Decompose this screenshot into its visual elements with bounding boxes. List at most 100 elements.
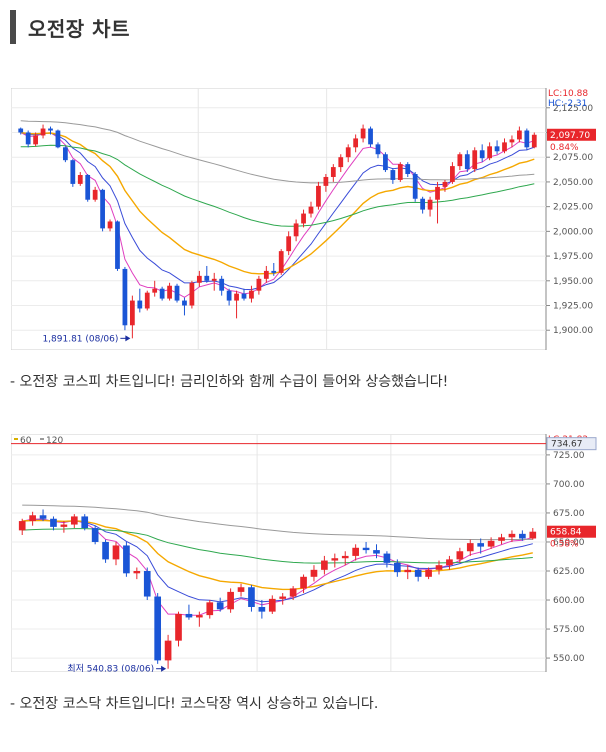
candle-body bbox=[390, 170, 396, 180]
ma-10-line bbox=[20, 132, 535, 291]
y-tick-label: 1,950.00 bbox=[553, 277, 593, 287]
candle-body bbox=[263, 270, 269, 279]
candle-body bbox=[279, 596, 287, 599]
candle-body bbox=[442, 181, 448, 187]
legend-label: 60 bbox=[20, 436, 32, 446]
candle-body bbox=[450, 166, 455, 182]
candle-body bbox=[77, 175, 83, 184]
section-header: 오전장 차트 bbox=[10, 10, 130, 44]
y-tick-label: 2,125.00 bbox=[553, 104, 593, 114]
candle-body bbox=[204, 275, 210, 281]
candle-body bbox=[144, 292, 150, 309]
candle-body bbox=[48, 128, 53, 131]
candle-body bbox=[509, 139, 515, 143]
candle-body bbox=[102, 541, 109, 560]
candle-body bbox=[308, 206, 314, 214]
kosdaq-caption: - 오전장 코스닥 차트입니다! 코스닥장 역시 상승하고 있습니다. bbox=[10, 696, 379, 712]
candle-body bbox=[29, 515, 36, 522]
top-scale-label: HC:-2.31 bbox=[548, 99, 587, 109]
ma-120-line bbox=[22, 504, 533, 541]
kospi-chart: 2,125.002,100.002,075.002,050.002,025.00… bbox=[10, 87, 599, 354]
y-tick-label: 2,025.00 bbox=[553, 203, 593, 213]
y-tick-label: 2,075.00 bbox=[553, 153, 593, 163]
candle-body bbox=[338, 157, 344, 168]
candle-body bbox=[107, 221, 113, 229]
candle-body bbox=[237, 587, 245, 592]
candle-body bbox=[249, 290, 254, 299]
ma-120-line bbox=[20, 120, 535, 184]
kosdaq-chart-svg: 725.00 700.00 675.00 650.00 625.00 600.00 575.… bbox=[10, 433, 599, 675]
candle-body bbox=[529, 531, 537, 539]
candle-body bbox=[331, 558, 339, 561]
candle-body bbox=[123, 545, 130, 574]
reference-value-label: 734.67 bbox=[551, 440, 583, 450]
candle-body bbox=[368, 128, 373, 145]
candle-body bbox=[189, 282, 195, 306]
low-arrow-head bbox=[161, 665, 167, 672]
ma-5-line bbox=[20, 132, 535, 298]
candle-body bbox=[362, 547, 370, 551]
candle-body bbox=[62, 147, 68, 161]
candle-body bbox=[258, 606, 266, 612]
plot-area bbox=[10, 433, 547, 673]
candle-body bbox=[477, 543, 485, 547]
candle-body bbox=[278, 251, 284, 273]
candle-body bbox=[405, 164, 411, 175]
candle-body bbox=[472, 150, 478, 170]
candle-body bbox=[321, 560, 328, 570]
candle-body bbox=[154, 596, 162, 661]
candle-body bbox=[464, 154, 470, 170]
candle-body bbox=[375, 144, 381, 155]
y-tick-label: 650.00 bbox=[553, 538, 585, 548]
y-tick-label: 575.00 bbox=[553, 625, 585, 635]
candle-body bbox=[271, 270, 277, 273]
low-arrow-head bbox=[125, 335, 131, 342]
candle-body bbox=[300, 576, 307, 589]
ma-60-line bbox=[20, 144, 535, 227]
current-value-label: 658.84 bbox=[550, 528, 582, 538]
candle-body bbox=[70, 160, 76, 184]
candle-body bbox=[216, 602, 224, 610]
change-percent-label: 0.58% bbox=[550, 540, 579, 550]
top-scale-label: LC:10.88 bbox=[548, 89, 588, 99]
header-accent-bar bbox=[10, 10, 16, 44]
current-value-box bbox=[547, 525, 596, 538]
candle-body bbox=[310, 569, 318, 577]
candle-body bbox=[100, 189, 105, 229]
candle-body bbox=[479, 150, 485, 159]
low-annotation-label: 최저 540.83 (08/06) bbox=[67, 664, 154, 672]
candle-body bbox=[404, 569, 412, 573]
current-value-box bbox=[547, 128, 596, 141]
candle-body bbox=[196, 275, 202, 283]
candle-body bbox=[289, 588, 297, 597]
candle-body bbox=[301, 213, 306, 224]
candle-body bbox=[55, 130, 61, 148]
candle-body bbox=[427, 199, 433, 210]
candle-body bbox=[234, 293, 239, 301]
y-tick-label: 2,000.00 bbox=[553, 227, 593, 237]
candle-body bbox=[159, 288, 165, 299]
candle-body bbox=[112, 545, 120, 560]
candle-body bbox=[524, 130, 530, 148]
candle-body bbox=[373, 550, 380, 554]
y-tick-label: 600.00 bbox=[553, 596, 585, 606]
candle-body bbox=[341, 555, 349, 559]
candle-body bbox=[508, 533, 516, 538]
candle-body bbox=[420, 198, 426, 210]
candle-body bbox=[33, 135, 38, 145]
candle-body bbox=[352, 547, 359, 556]
y-tick-label: 1,975.00 bbox=[553, 252, 593, 262]
y-tick-label: 700.00 bbox=[553, 480, 585, 490]
change-percent-label: 0.84% bbox=[550, 143, 579, 153]
candle-body bbox=[519, 533, 526, 539]
kosdaq-chart: 725.00 700.00 675.00 650.00 625.00 600.00 575.… bbox=[10, 433, 599, 676]
y-tick-label: 725.00 bbox=[553, 451, 585, 461]
candle-body bbox=[18, 521, 26, 531]
candle-body bbox=[435, 565, 443, 570]
candle-body bbox=[286, 236, 292, 252]
candle-body bbox=[487, 540, 495, 547]
candle-body bbox=[517, 130, 522, 140]
candle-body bbox=[39, 515, 47, 519]
candle-body bbox=[323, 176, 329, 186]
candle-body bbox=[435, 186, 440, 200]
